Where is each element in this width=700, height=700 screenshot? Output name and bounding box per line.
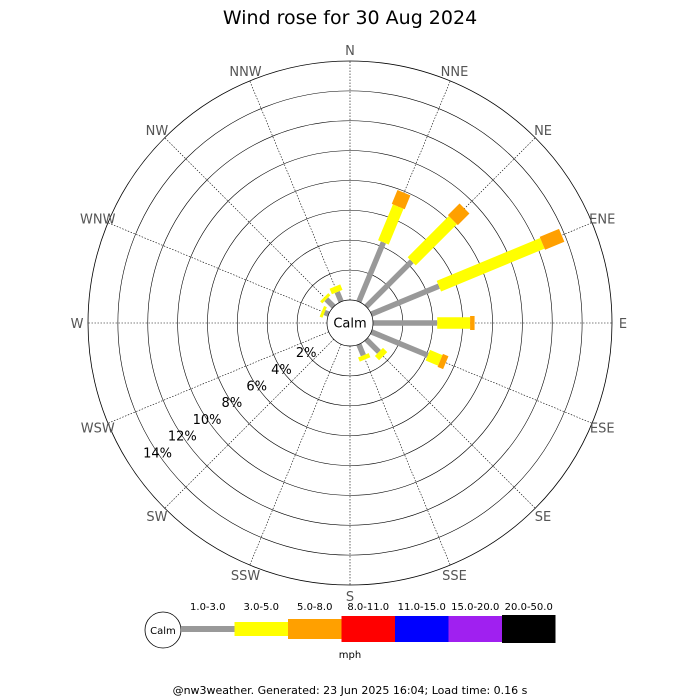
direction-label-ese: ESE [590, 421, 615, 436]
percent-tick-6-: 6% [246, 379, 267, 394]
grid-ring [177, 150, 523, 496]
bar-wnw-3-0-5-0 [319, 306, 327, 318]
direction-label-sse: SSE [442, 569, 467, 584]
wind-bars [319, 190, 565, 370]
direction-label-wnw: WNW [80, 213, 116, 228]
grid-ring [207, 180, 493, 466]
direction-label-ssw: SSW [231, 569, 261, 584]
bar-ese-1-0-3-0 [370, 329, 429, 358]
bar-sse-3-0-5-0 [358, 353, 371, 362]
radial-grid [87, 60, 613, 586]
legend-swatch-11-0-15-0 [395, 616, 449, 642]
direction-labels: N NNE NE ENE E ESE SE SSE S SSW SW WSW W WNW NW NNW [71, 44, 628, 605]
spoke-sw [164, 339, 334, 509]
bar-nne-3-0-5-0 [378, 204, 404, 245]
direction-label-wsw: WSW [81, 421, 115, 436]
spoke-wsw [107, 331, 329, 424]
legend-swatch-3-0-5-0 [234, 622, 288, 636]
direction-label-nnw: NNW [229, 65, 261, 80]
legend-label-8-0-11-0: 8.0-11.0 [347, 602, 389, 613]
bar-ese-5-0-8-0 [437, 353, 449, 370]
legend-label-3-0-5-0: 3.0-5.0 [244, 602, 279, 613]
direction-label-w: W [71, 317, 84, 332]
legend-label-5-0-8-0: 5.0-8.0 [297, 602, 332, 613]
legend-swatch-1-0-3-0 [181, 626, 235, 632]
direction-label-e: E [619, 317, 627, 332]
bar-wnw-1-0-3-0 [323, 309, 330, 317]
percent-tick-4-: 4% [271, 363, 292, 378]
legend-calm-label: Calm [150, 626, 176, 637]
speed-legend: Calm 1.0-3.0 3.0-5.0 5.0-8.0 8.0-11.0 11.0-15… [144, 602, 556, 661]
percent-tick-14-: 14% [143, 446, 172, 461]
outer-ring [87, 60, 613, 586]
grid-ring [147, 120, 553, 526]
footer-text: @nw3weather. Generated: 23 Jun 2025 16:0… [173, 684, 528, 697]
chart-title: Wind rose for 30 Aug 2024 [223, 7, 477, 29]
grid-ring [117, 90, 583, 556]
direction-label-n: N [345, 44, 355, 59]
direction-label-nw: NW [146, 124, 169, 139]
bar-ese-3-0-5-0 [425, 349, 443, 366]
percent-tick-12-: 12% [168, 430, 197, 445]
direction-label-ne: NE [534, 124, 552, 139]
bar-sse-1-0-3-0 [356, 343, 366, 357]
bar-ene-3-0-5-0 [436, 238, 545, 292]
percent-tick-10-: 10% [193, 413, 222, 428]
direction-label-se: SE [535, 510, 551, 525]
percent-tick-8-: 8% [222, 396, 243, 411]
percent-labels: 2% 4% 6%8%10% 12%14% [143, 346, 316, 461]
bar-nw-3-0-5-0 [320, 293, 331, 304]
legend-unit: mph [339, 650, 361, 661]
legend-label-15-0-20-0: 15.0-20.0 [451, 602, 499, 613]
spoke-se [366, 339, 536, 509]
bar-ene-5-0-8-0 [539, 228, 565, 250]
bar-ne-5-0-8-0 [447, 203, 470, 226]
bar-nne-5-0-8-0 [391, 190, 411, 210]
legend-label-11-0-15-0: 11.0-15.0 [398, 602, 446, 613]
bar-ene-1-0-3-0 [370, 283, 440, 317]
spoke-sse [358, 344, 451, 566]
legend-swatch-15-0-20-0 [448, 616, 502, 642]
legend-swatch-8-0-11-0 [341, 616, 395, 642]
direction-label-s: S [346, 590, 354, 605]
direction-label-nne: NNE [441, 65, 469, 80]
legend-label-20-0-50-0: 20.0-50.0 [505, 602, 553, 613]
spoke-ssw [249, 344, 342, 566]
legend-label-1-0-3-0: 1.0-3.0 [190, 602, 225, 613]
bar-se-3-0-5-0 [374, 347, 388, 361]
bar-ne-3-0-5-0 [407, 216, 457, 266]
direction-label-sw: SW [146, 510, 167, 525]
bar-nw-1-0-3-0 [324, 297, 336, 309]
legend-swatch-5-0-8-0 [288, 619, 342, 639]
calm-circle [326, 299, 374, 347]
bar-nnw-3-0-5-0 [329, 284, 343, 295]
direction-label-ene: ENE [589, 213, 615, 228]
bar-nne-1-0-3-0 [356, 241, 386, 303]
percent-tick-2-: 2% [296, 346, 317, 361]
calm-label: Calm [333, 317, 366, 332]
bar-se-1-0-3-0 [364, 337, 381, 354]
legend-swatch-20-0-50-0 [502, 615, 556, 643]
spoke-nnw [249, 80, 342, 302]
spoke-wnw [107, 222, 329, 315]
bar-nnw-1-0-3-0 [334, 291, 344, 303]
spoke-nw [164, 137, 334, 307]
bar-ne-1-0-3-0 [364, 259, 414, 309]
